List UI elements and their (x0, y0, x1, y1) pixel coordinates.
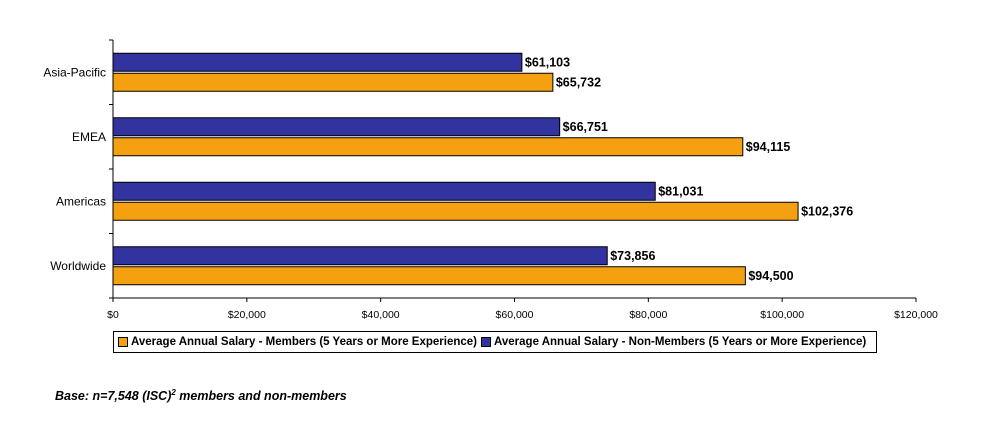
data-label-non-members: $66,751 (563, 120, 608, 134)
category-label: Worldwide (50, 259, 106, 273)
x-tick-label: $20,000 (228, 309, 266, 321)
x-tick-label: $80,000 (629, 309, 667, 321)
data-label-non-members: $81,031 (658, 184, 703, 198)
category-label: EMEA (72, 130, 106, 144)
bar-members (112, 201, 799, 221)
data-label-members: $102,376 (801, 204, 853, 218)
x-tick-label: $40,000 (362, 309, 400, 321)
legend-label-non-members: Average Annual Salary - Non-Members (5 Y… (494, 336, 867, 348)
bar-non-members (112, 52, 523, 72)
bar-non-members (112, 181, 656, 201)
category-label: Asia-Pacific (43, 65, 106, 79)
chart-legend: Average Annual Salary - Members (5 Years… (113, 331, 878, 353)
footnote-suffix: members and non-members (175, 389, 347, 404)
footnote-superscript: 2 (171, 388, 176, 397)
data-label-members: $94,500 (748, 269, 793, 283)
data-label-members: $65,732 (556, 75, 601, 89)
bar-non-members (112, 246, 608, 266)
data-label-non-members: $73,856 (610, 249, 655, 263)
x-tick-label: $60,000 (496, 309, 534, 321)
x-tick-label: $120,000 (894, 309, 938, 321)
legend-label-members: Average Annual Salary - Members (5 Years… (131, 336, 477, 348)
data-label-non-members: $61,103 (525, 55, 570, 69)
footnote-prefix: Base: n=7,548 (ISC) (55, 389, 172, 404)
legend-item-members: Average Annual Salary - Members (5 Years… (118, 336, 477, 348)
footnote: Base: n=7,548 (ISC)2 members and non-mem… (55, 388, 347, 403)
x-tick-label: $0 (107, 309, 119, 321)
bar-members (112, 137, 744, 157)
x-tick-label: $100,000 (760, 309, 804, 321)
data-label-members: $94,115 (746, 140, 791, 154)
legend-item-non-members: Average Annual Salary - Non-Members (5 Y… (481, 336, 866, 348)
bar-chart: $0 $20,000 $40,000 $60,000 $80,000 $100,000 $1… (43, 39, 938, 321)
bar-members (112, 72, 554, 92)
legend-swatch-non-members (481, 337, 491, 347)
category-label: Americas (56, 194, 106, 208)
bar-non-members (112, 117, 561, 137)
legend-swatch-members (118, 337, 128, 347)
bar-members (112, 266, 746, 286)
